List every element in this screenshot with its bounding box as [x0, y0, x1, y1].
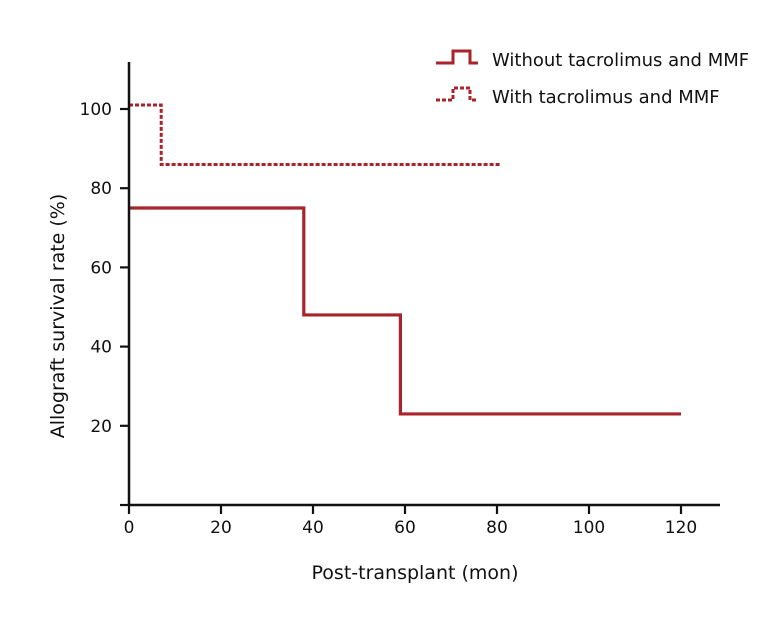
y-tick-label: 100	[80, 100, 112, 120]
x-tick-label: 60	[394, 518, 416, 538]
legend-label: Without tacrolimus and MMF	[492, 50, 749, 71]
series-layer	[129, 103, 681, 416]
y-axis-title: Allograft survival rate (%)	[47, 194, 69, 439]
x-tick-label: 80	[486, 518, 508, 538]
x-tick-label: 40	[302, 518, 324, 538]
x-tick-label: 0	[124, 518, 135, 538]
legend-swatch	[436, 49, 478, 65]
y-tick-label: 80	[90, 179, 112, 199]
axes-layer	[127, 62, 720, 507]
x-axis-title: Post-transplant (mon)	[312, 562, 519, 584]
ticks-layer: 0 20 40 60 80 100 120 20 40 60 80 100	[80, 100, 698, 538]
series-line-2	[129, 103, 502, 166]
y-tick-label: 40	[90, 338, 112, 358]
series-line-1	[129, 206, 681, 416]
legend-label: With tacrolimus and MMF	[492, 87, 720, 108]
y-tick-label: 20	[90, 417, 112, 437]
legend: Without tacrolimus and MMF With tacrolimu…	[436, 49, 749, 108]
x-tick-label: 20	[210, 518, 232, 538]
y-tick-label: 60	[90, 258, 112, 278]
legend-swatch	[436, 86, 478, 102]
x-tick-label: 120	[665, 518, 697, 538]
x-tick-label: 100	[573, 518, 605, 538]
